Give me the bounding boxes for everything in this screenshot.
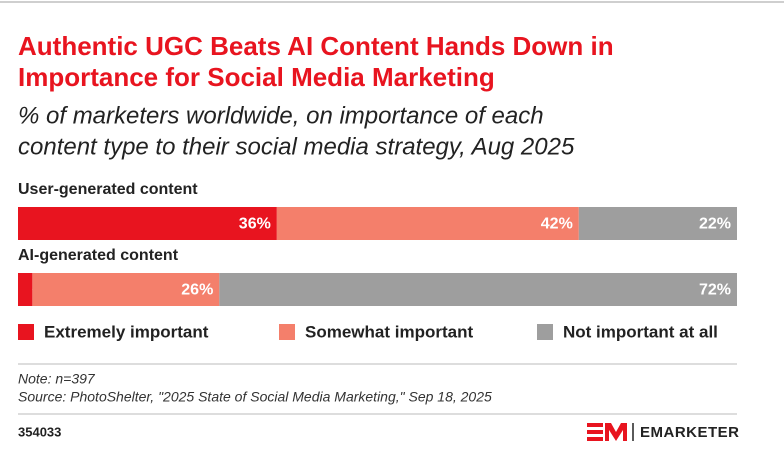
value-label: 72%	[699, 282, 731, 299]
chart-id: 354033	[18, 424, 61, 439]
bar-segment	[219, 273, 737, 306]
value-label: 36%	[239, 216, 271, 233]
logo-mark	[587, 423, 627, 441]
legend-swatch	[18, 324, 34, 340]
brand: EMARKETER	[640, 424, 740, 441]
category-label: User-generated content	[18, 181, 198, 198]
note: Note: n=397	[18, 371, 96, 387]
legend-label: Extremely important	[44, 322, 209, 341]
chart-title: Importance for Social Media Marketing	[18, 62, 495, 92]
legend-swatch	[279, 324, 295, 340]
legend-label: Somewhat important	[305, 322, 473, 341]
bar-segment	[32, 273, 220, 306]
bar-segment	[18, 207, 277, 240]
bar-segment	[578, 207, 737, 240]
value-label: 22%	[699, 216, 731, 233]
bar-segment	[276, 207, 579, 240]
chart-title: Authentic UGC Beats AI Content Hands Dow…	[18, 31, 614, 61]
bar-segment	[18, 273, 33, 306]
category-label: AI-generated content	[18, 247, 179, 264]
chart-subtitle: content type to their social media strat…	[18, 133, 575, 160]
value-label: 42%	[541, 216, 573, 233]
chart-subtitle: % of marketers worldwide, on importance …	[18, 102, 544, 129]
value-label: 26%	[181, 282, 213, 299]
legend-label: Not important at all	[563, 322, 718, 341]
legend-swatch	[537, 324, 553, 340]
source: Source: PhotoShelter, "2025 State of Soc…	[18, 389, 492, 405]
